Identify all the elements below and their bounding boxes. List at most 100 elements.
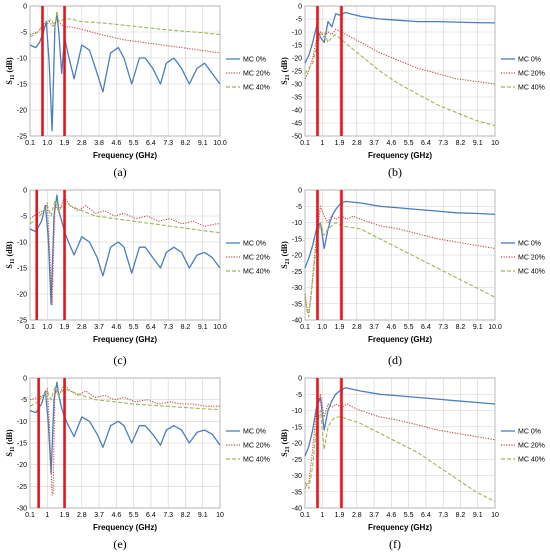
chart-f: 0 -5 -10 -15 -20 -25 -30 -35 -400.1 1 1.9 2.8 3.7 4.6… <box>280 376 545 552</box>
chart-a-xtick-label: 3.8 <box>94 140 104 147</box>
chart-a-series-mc-20- <box>29 18 221 54</box>
chart-f-ytick-label: -30 <box>292 473 302 480</box>
chart-c-xtick-label: 4.6 <box>111 324 121 331</box>
chart-f-ylabel: S21 (dB) <box>280 429 291 457</box>
chart-b-xtick-label: 9.1 <box>473 140 483 147</box>
chart-e-xtick-label: 3.7 <box>94 512 104 519</box>
chart-d-xtick-label: 9.1 <box>473 324 483 331</box>
chart-b-xtick-label: 2.8 <box>352 140 362 147</box>
chart-e-series-mc-40- <box>29 386 221 411</box>
chart-e-xtick-label: 6.4 <box>146 512 156 519</box>
chart-c-ytick-label: 0 <box>23 188 27 195</box>
chart-d-xtick-label: 5.5 <box>404 324 414 331</box>
chart-f-legend-label: MC 0% <box>518 429 541 436</box>
chart-f-ytick-label: -25 <box>292 457 302 464</box>
chart-a-ytick-label: -15 <box>17 82 27 89</box>
chart-b-xtick-label: 7.3 <box>438 140 448 147</box>
chart-d-xtick-label: 0.1 <box>300 324 310 331</box>
chart-c-xtick-label: 1.0 <box>42 324 52 331</box>
chart-e-xtick-label: 0.1 <box>25 512 35 519</box>
chart-f-xtick-label: 9.1 <box>473 512 483 519</box>
chart-b-ytick-label: 0 <box>298 4 302 11</box>
chart-f-legend-label: MC 40% <box>518 457 545 464</box>
chart-c-ytick-label: -10 <box>17 240 27 247</box>
chart-f-ytick-label: -40 <box>292 506 302 513</box>
chart-c-ylabel: S11 (dB) <box>5 241 16 269</box>
chart-b-xtick-label: 0.1 <box>300 140 310 147</box>
chart-d-legend-label: MC 0% <box>518 241 541 248</box>
chart-a-legend-label: MC 20% <box>243 71 270 78</box>
chart-a-xtick-label: 5.5 <box>129 140 139 147</box>
chart-c-xtick-label: 8.2 <box>181 324 191 331</box>
chart-e-xtick-label: 10 <box>216 512 224 519</box>
chart-a-legend-label: MC 40% <box>243 85 270 92</box>
chart-b-caption: (b) <box>388 165 402 179</box>
chart-b-ytick-label: -40 <box>292 108 302 115</box>
chart-d-xtick-label: 8.2 <box>456 324 466 331</box>
chart-d-xtick-label: 10.0 <box>488 324 502 331</box>
chart-d-xtick-label: 2.8 <box>352 324 362 331</box>
chart-f-ytick-label: 0 <box>298 376 302 383</box>
chart-a-ytick-label: -20 <box>17 108 27 115</box>
chart-e-legend-label: MC 20% <box>243 443 270 450</box>
chart-f-ytick-label: -15 <box>292 424 302 431</box>
chart-f-xtick-label: 1.9 <box>335 512 345 519</box>
chart-b-xlabel: Frequency (GHz) <box>368 151 432 160</box>
chart-f-xtick-label: 8.2 <box>456 512 466 519</box>
chart-e-xtick-label: 5.5 <box>129 512 139 519</box>
chart-e-xtick-label: 4.6 <box>111 512 121 519</box>
chart-f-series-mc-40- <box>304 409 496 502</box>
chart-e-ytick-label: -30 <box>17 506 27 513</box>
chart-d-ylabel: S21 (dB) <box>280 241 291 269</box>
chart-d-xtick-label: 6.4 <box>421 324 431 331</box>
chart-e-xtick-label: 1 <box>45 512 49 519</box>
chart-e-xtick-label: 2.8 <box>77 512 87 519</box>
chart-c-xtick-label: 6.4 <box>146 324 156 331</box>
chart-f-xtick-label: 7.3 <box>438 512 448 519</box>
chart-d-ytick-label: -10 <box>292 220 302 227</box>
chart-c-series-mc-20- <box>29 197 220 305</box>
chart-a-xtick-label: 9.1 <box>198 140 208 147</box>
chart-d-ytick-label: -20 <box>292 253 302 260</box>
chart-b-ylabel: S21 (dB) <box>280 57 291 85</box>
chart-f-ytick-label: -35 <box>292 489 302 496</box>
chart-d-xtick-label: 3.7 <box>369 324 379 331</box>
chart-e-xtick-label: 1.9 <box>60 512 70 519</box>
chart-a-ytick-label: -5 <box>21 30 27 37</box>
chart-b-ytick-label: -20 <box>292 56 302 63</box>
chart-e-series-mc-0- <box>29 381 221 474</box>
chart-b-xtick-label: 6.4 <box>421 140 431 147</box>
chart-c-caption: (c) <box>113 353 126 367</box>
chart-c-xtick-label: 3.7 <box>94 324 104 331</box>
chart-d-ytick-label: -25 <box>292 269 302 276</box>
chart-f-xtick-label: 1 <box>320 512 324 519</box>
chart-f-ytick-label: -20 <box>292 441 302 448</box>
chart-d-ytick-label: 0 <box>298 188 302 195</box>
chart-b-legend-label: MC 0% <box>518 57 541 64</box>
chart-c-plot-area <box>29 189 221 321</box>
chart-b: 0 -5 -10 -15 -20 -25 -30 -35 -40 -45 -500.1 1 1.9 2.8… <box>280 4 545 180</box>
chart-f-xtick-label: 4.6 <box>386 512 396 519</box>
chart-d-ytick-label: -40 <box>292 318 302 325</box>
chart-e-legend-label: MC 0% <box>243 429 266 436</box>
chart-f-xtick-label: 5.5 <box>404 512 414 519</box>
chart-c-legend-label: MC 0% <box>243 241 266 248</box>
chart-f-xtick-label: 0.1 <box>300 512 310 519</box>
chart-f-xtick-label: 2.8 <box>352 512 362 519</box>
chart-a-xtick-label: 4.6 <box>111 140 121 147</box>
chart-d-xtick-label: 1.9 <box>335 324 345 331</box>
chart-b-xtick-label: 8.2 <box>456 140 466 147</box>
chart-f-xtick-label: 10 <box>491 512 499 519</box>
chart-f-legend-label: MC 20% <box>518 443 545 450</box>
chart-b-ytick-label: -50 <box>292 134 302 141</box>
chart-c-ytick-label: -15 <box>17 266 27 273</box>
chart-b-legend-label: MC 40% <box>518 85 545 92</box>
chart-a-ytick-label: 0 <box>23 4 27 11</box>
chart-e-xtick-label: 7.3 <box>163 512 173 519</box>
chart-f-ytick-label: -10 <box>292 408 302 415</box>
chart-c-xtick-label: 7.3 <box>163 324 173 331</box>
chart-b-xtick-label: 3.7 <box>369 140 379 147</box>
chart-c-xtick-label: 1.9 <box>60 324 70 331</box>
chart-e-ylabel: S11 (dB) <box>5 429 16 457</box>
chart-c: 0 -5 -10 -15 -20 -250.1 1.0 1.9 2.8 3.7 4.6 5.5 6.4 7… <box>5 188 270 368</box>
